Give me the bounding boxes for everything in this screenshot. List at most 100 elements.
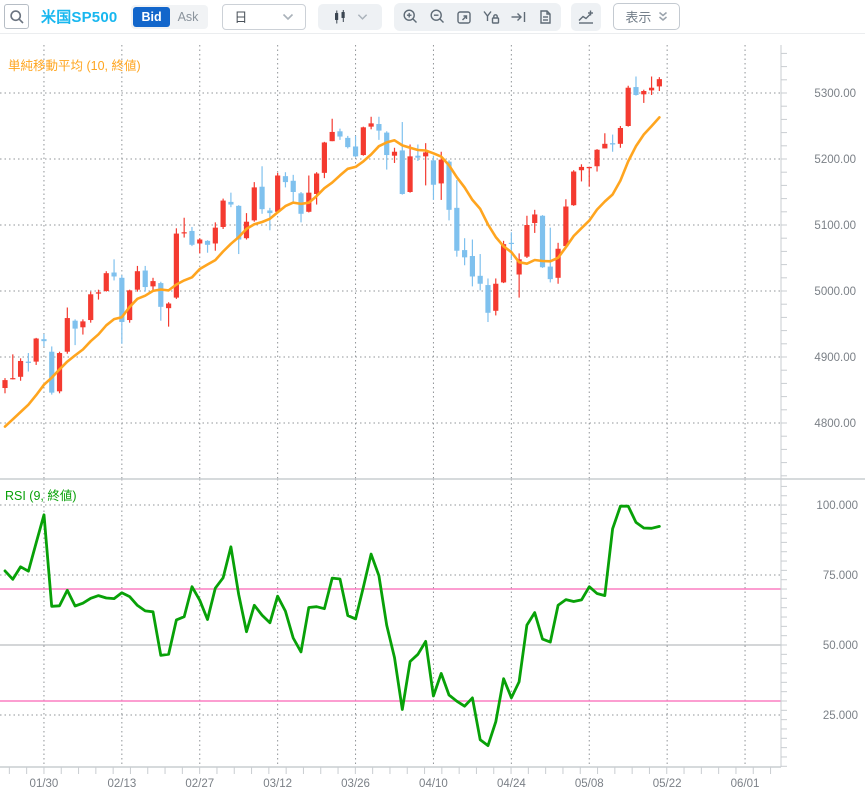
bid-button[interactable]: Bid [133,6,170,27]
candle [150,277,156,291]
candle [290,174,296,204]
go-to-latest-icon [510,9,527,25]
x-axis-label: 03/26 [341,778,370,790]
candle [376,116,382,140]
double-chevron-down-icon [658,11,668,22]
y-axis-lock-button[interactable] [478,4,504,29]
x-axis-label: 01/30 [30,778,59,790]
candle [17,358,24,381]
candle [259,166,265,214]
candle [648,76,655,95]
candle [508,232,514,260]
candle [360,126,366,156]
candle [571,170,577,206]
symbol-label[interactable]: 米国SP500 [41,9,118,26]
candle [142,265,148,292]
candle [594,149,600,172]
candle [49,346,55,395]
timeframe-value: 日 [234,10,248,25]
candle [111,259,117,281]
candle [41,333,47,347]
candle [477,254,483,291]
candle [391,147,398,163]
candle [656,77,662,92]
price-axis-label: 4800.00 [814,418,856,430]
x-axis-label: 04/10 [419,778,448,790]
candle [532,209,538,233]
ask-button[interactable]: Ask [170,7,207,27]
candle [197,238,203,254]
zoom-out-icon [429,8,446,25]
fit-chart-icon [456,9,472,25]
candle [352,135,359,158]
axes: 5300.00 5200.00 5100.00 5000.00 4900.00 4800.… [0,45,865,790]
display-settings-label: 表示 [625,10,652,25]
candle [103,271,109,292]
rsi-axis-label: 25.000 [823,710,858,722]
add-indicator-button[interactable] [571,2,602,31]
candle [80,319,86,335]
candle [275,172,281,213]
candle [384,131,390,170]
candle [633,76,639,96]
x-axis-label: 02/27 [185,778,214,790]
go-to-latest-button[interactable] [505,4,531,29]
candle [236,205,242,255]
candle [33,337,39,365]
candle [95,289,102,300]
zoom-in-button[interactable] [397,4,423,29]
candle [539,215,546,268]
zoom-out-button[interactable] [424,4,450,29]
chart-canvas[interactable]: 5300.00 5200.00 5100.00 5000.00 4900.00 4800.… [0,33,865,795]
rsi-indicator-label[interactable]: RSI (9, 終値) [5,489,77,503]
candle [10,354,16,380]
candle [485,278,491,323]
candle [64,307,70,354]
fit-chart-button[interactable] [451,4,477,29]
candle [407,144,413,193]
price-axis-label: 4900.00 [814,352,856,364]
add-indicator-icon [577,8,595,25]
toolbar: 米国SP500 Bid Ask 日 [0,0,865,34]
candle [298,192,304,223]
chart-tools-group [394,2,562,31]
candle [204,240,211,253]
x-axis-label: 03/12 [263,778,292,790]
rsi-axis-label: 50.000 [823,640,858,652]
x-axis-label: 05/08 [575,778,604,790]
search-icon [9,9,25,25]
candle [212,222,218,251]
price-axis-label: 5100.00 [814,220,856,232]
x-axis-label: 04/24 [497,778,526,790]
candle [563,199,569,247]
price-axis-label: 5000.00 [814,286,856,298]
symbol-search-button[interactable] [4,4,29,29]
candle [446,160,452,221]
sma-indicator-label[interactable]: 単純移動平均 (10, 終値) [8,59,141,73]
candle [321,141,327,179]
display-settings-button[interactable]: 表示 [613,3,681,30]
candle [438,151,444,200]
candle [641,89,647,103]
candle [189,226,195,247]
rsi-axis-label: 100.000 [816,500,858,512]
candle [134,265,141,292]
zoom-in-icon [402,8,419,25]
timeframe-select[interactable]: 日 [222,3,307,30]
candle [586,166,592,187]
candle [2,378,8,394]
rsi-line [3,504,661,747]
candle [220,198,226,229]
candle [314,172,320,205]
x-axis-label: 02/13 [107,778,136,790]
candle [602,133,608,149]
candle [173,228,179,299]
chart-properties-button[interactable] [532,4,558,29]
candle [469,239,475,287]
chart-type-select[interactable] [318,3,383,30]
candle [337,128,343,140]
candle [251,182,257,222]
candle [524,215,530,258]
candles-series [2,76,662,395]
